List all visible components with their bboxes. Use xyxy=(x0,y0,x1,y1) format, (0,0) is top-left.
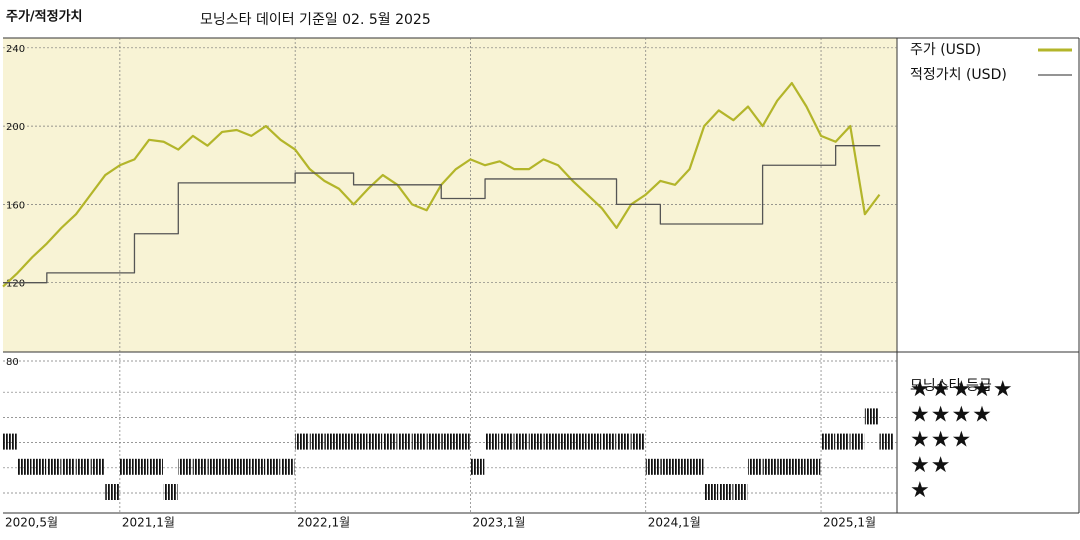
x-tick-label: 2023,1월 xyxy=(472,516,525,530)
rating-block xyxy=(251,458,266,475)
rating-block xyxy=(222,458,236,475)
y-tick-label: 200 xyxy=(6,122,25,133)
rating-block xyxy=(46,458,61,475)
rating-label: ★★★★ xyxy=(910,402,993,427)
rating-block xyxy=(149,458,163,475)
rating-block xyxy=(689,458,704,475)
rating-block xyxy=(280,458,295,475)
x-tick-label: 2024,1월 xyxy=(648,516,701,530)
rating-label: ★ xyxy=(910,478,931,503)
rating-block xyxy=(543,433,558,450)
rating-block xyxy=(528,433,543,450)
chart-subtitle: 모닝스타 데이터 기준일 02. 5월 2025 xyxy=(200,12,431,28)
y-tick-label: 240 xyxy=(6,44,25,55)
rating-block xyxy=(3,433,17,450)
rating-block xyxy=(821,433,835,450)
x-tick-label: 2020,5월 xyxy=(5,516,58,530)
rating-block xyxy=(338,433,353,450)
rating-block xyxy=(762,458,777,475)
rating-block xyxy=(397,433,412,450)
rating-block xyxy=(485,433,499,450)
rating-block xyxy=(426,433,441,450)
rating-block xyxy=(499,433,514,450)
x-tick-label: 2025,1월 xyxy=(823,516,876,530)
y-tick-label: 120 xyxy=(6,279,25,290)
rating-label: ★★★★★ xyxy=(910,377,1014,402)
rating-block xyxy=(17,458,32,475)
legend-label: 적정가치 (USD) xyxy=(910,67,1007,83)
rating-block xyxy=(601,433,616,450)
rating-block xyxy=(631,433,646,450)
rating-block xyxy=(134,458,149,475)
rating-block xyxy=(470,458,485,475)
rating-block xyxy=(76,458,90,475)
rating-block xyxy=(309,433,324,450)
rating-block xyxy=(718,484,733,500)
rating-block xyxy=(368,433,383,450)
rating-block xyxy=(587,433,602,450)
rating-block xyxy=(645,458,660,475)
rating-block xyxy=(864,408,879,425)
rating-label: ★★ xyxy=(910,453,951,478)
rating-block xyxy=(32,458,47,475)
chart-title: 주가/적정가치 xyxy=(6,9,83,25)
x-tick-label: 2021,1월 xyxy=(122,516,175,530)
rating-block xyxy=(514,433,529,450)
rating-block xyxy=(674,458,689,475)
rating-title: 모닝스타 등급 xyxy=(910,378,992,394)
rating-block xyxy=(163,484,178,500)
rating-block xyxy=(353,433,368,450)
rating-block xyxy=(733,484,748,500)
rating-block xyxy=(704,484,719,500)
x-tick-label: 2022,1월 xyxy=(297,516,350,530)
legend-label: 주가 (USD) xyxy=(910,42,981,58)
rating-block xyxy=(616,433,631,450)
rating-block xyxy=(558,433,572,450)
rating-block xyxy=(835,433,850,450)
rating-block xyxy=(748,458,762,475)
rating-block xyxy=(660,458,675,475)
rating-block xyxy=(192,458,207,475)
rating-label: ★★★ xyxy=(910,428,972,453)
rating-block xyxy=(441,433,456,450)
rating-block xyxy=(207,458,222,475)
rating-block xyxy=(295,433,310,450)
y-tick-label: 160 xyxy=(6,200,25,211)
rating-block xyxy=(572,433,587,450)
rating-block xyxy=(879,433,894,450)
plot-background xyxy=(3,38,897,352)
rating-block xyxy=(777,458,792,475)
rating-block xyxy=(324,433,339,450)
rating-block xyxy=(119,458,134,475)
rating-block xyxy=(791,458,806,475)
rating-block xyxy=(806,458,821,475)
rating-block xyxy=(265,458,280,475)
rating-block xyxy=(178,458,193,475)
rating-block xyxy=(61,458,76,475)
rating-block xyxy=(90,458,105,475)
y-tick-label: 80 xyxy=(6,357,19,368)
rating-block xyxy=(236,458,251,475)
rating-block xyxy=(455,433,470,450)
series-line xyxy=(3,145,881,284)
rating-block xyxy=(412,433,426,450)
rating-block xyxy=(105,484,120,500)
rating-block xyxy=(382,433,397,450)
rating-block xyxy=(850,433,865,450)
